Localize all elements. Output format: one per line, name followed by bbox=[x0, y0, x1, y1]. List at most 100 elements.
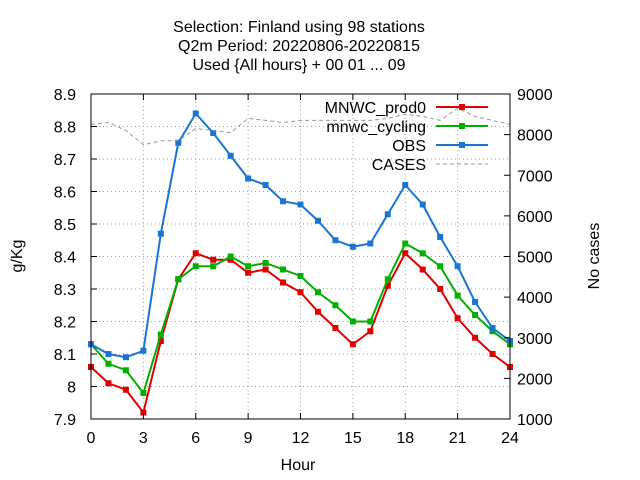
data-point bbox=[192, 110, 199, 117]
data-point bbox=[454, 263, 461, 270]
data-point bbox=[297, 273, 304, 279]
y-tick-label: 8 bbox=[67, 380, 76, 397]
x-tick-label: 21 bbox=[449, 430, 467, 447]
legend-marker bbox=[459, 142, 465, 148]
data-point bbox=[454, 292, 461, 299]
data-point bbox=[140, 409, 147, 416]
data-point bbox=[245, 175, 252, 182]
x-axis-label: Hour bbox=[281, 457, 316, 474]
series-layer bbox=[88, 107, 513, 416]
data-point bbox=[314, 289, 321, 296]
chart-title: Selection: Finland using 98 stations Q2m… bbox=[173, 19, 425, 74]
legend-item: OBS bbox=[392, 138, 488, 155]
data-point bbox=[105, 351, 112, 357]
legend-item: MNWC_prod0 bbox=[325, 100, 488, 117]
data-point bbox=[157, 331, 164, 338]
data-point bbox=[210, 263, 217, 270]
y-tick-label: 8.9 bbox=[54, 87, 76, 104]
y-tick-label: 7.9 bbox=[54, 412, 76, 429]
data-point bbox=[227, 256, 234, 263]
data-point bbox=[297, 289, 304, 296]
legend-label: MNWC_prod0 bbox=[325, 100, 426, 117]
data-point bbox=[140, 390, 147, 396]
y2-tick-label: 8000 bbox=[517, 128, 553, 145]
data-point bbox=[384, 282, 391, 289]
y-tick-label: 8.3 bbox=[54, 282, 76, 299]
legend-marker bbox=[459, 104, 465, 110]
y2-axis-label: No cases bbox=[586, 223, 603, 290]
legend-label: mnwc_cycling bbox=[326, 119, 426, 136]
y2-tick-label: 9000 bbox=[517, 87, 553, 104]
data-point bbox=[332, 325, 339, 331]
x-tick-label: 12 bbox=[292, 430, 310, 447]
data-point bbox=[227, 253, 234, 260]
x-tick-label: 18 bbox=[396, 430, 414, 447]
title-line-2: Q2m Period: 20220806-20220815 bbox=[178, 38, 420, 55]
y2-tick-label: 6000 bbox=[517, 209, 553, 226]
y-axis-label: g/Kg bbox=[9, 240, 26, 273]
data-point bbox=[297, 201, 304, 208]
data-point bbox=[419, 201, 426, 208]
data-point bbox=[105, 360, 112, 367]
data-point bbox=[419, 250, 426, 257]
data-point bbox=[122, 367, 129, 374]
data-point bbox=[157, 230, 164, 237]
y2-tick-label: 4000 bbox=[517, 290, 553, 307]
legend-label: CASES bbox=[372, 157, 426, 174]
y-tick-label: 8.4 bbox=[54, 250, 76, 267]
y2-tick-label: 1000 bbox=[517, 412, 553, 429]
title-line-1: Selection: Finland using 98 stations bbox=[173, 19, 425, 36]
x-tick-label: 6 bbox=[191, 430, 200, 447]
title-line-3: Used {All hours} + 00 01 ... 09 bbox=[192, 57, 405, 74]
data-point bbox=[262, 266, 269, 273]
legend-item: CASES bbox=[372, 157, 488, 174]
legend: MNWC_prod0 mnwc_cycling OBS CASES bbox=[325, 100, 488, 174]
data-point bbox=[245, 269, 252, 276]
data-point bbox=[122, 386, 129, 393]
y-tick-label: 8.7 bbox=[54, 152, 76, 169]
data-point bbox=[419, 266, 426, 273]
x-tick-label: 0 bbox=[87, 430, 96, 447]
data-point bbox=[227, 152, 234, 159]
data-point bbox=[280, 279, 287, 286]
data-point bbox=[437, 234, 444, 240]
y-tick-label: 8.6 bbox=[54, 185, 76, 202]
data-point bbox=[122, 354, 129, 361]
data-point bbox=[140, 347, 147, 354]
legend-marker bbox=[459, 123, 465, 129]
x-tick-label: 3 bbox=[139, 430, 148, 447]
data-point bbox=[192, 263, 199, 270]
data-point bbox=[489, 328, 496, 335]
data-point bbox=[402, 182, 409, 188]
y2-tick-label: 5000 bbox=[517, 250, 553, 267]
data-point bbox=[349, 243, 356, 250]
data-point bbox=[367, 240, 374, 247]
y2-tick-label: 3000 bbox=[517, 331, 553, 348]
data-point bbox=[367, 328, 374, 335]
legend-item: mnwc_cycling bbox=[326, 119, 488, 136]
data-point bbox=[105, 380, 112, 387]
data-point bbox=[349, 341, 356, 348]
data-point bbox=[437, 286, 444, 292]
y2-tick-label: 7000 bbox=[517, 168, 553, 185]
data-point bbox=[332, 237, 339, 244]
data-point bbox=[472, 334, 479, 341]
y-tick-label: 8.1 bbox=[54, 347, 76, 364]
data-point bbox=[157, 338, 164, 344]
data-point bbox=[384, 276, 391, 283]
series-line bbox=[90, 107, 511, 146]
data-point bbox=[175, 139, 182, 146]
x-tick-label: 15 bbox=[344, 430, 362, 447]
tick-layer: 0 3 6 9 12 15 18 21 24 7.9 8 8.1 8.2 8.3 8.4 8.5 8.6 8.7 8… bbox=[54, 87, 553, 447]
y-tick-label: 8.5 bbox=[54, 217, 76, 234]
data-point bbox=[384, 211, 391, 218]
data-point bbox=[437, 263, 444, 270]
legend-label: OBS bbox=[392, 138, 426, 155]
data-point bbox=[280, 198, 287, 205]
data-point bbox=[175, 276, 182, 283]
data-point bbox=[472, 312, 479, 318]
data-point bbox=[332, 302, 339, 309]
data-point bbox=[349, 318, 356, 325]
series-mnwc_cycling bbox=[88, 240, 513, 396]
